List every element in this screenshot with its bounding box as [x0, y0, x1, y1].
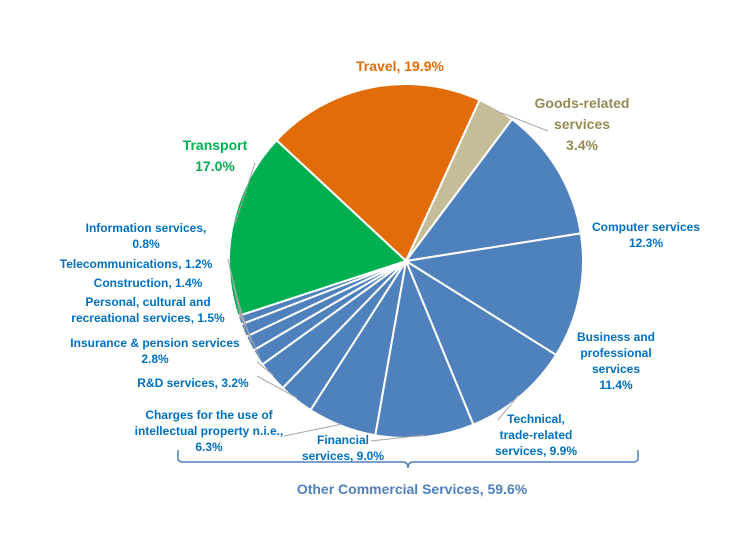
leader-r-d-services	[256, 375, 298, 399]
leader-technical-trade-related-services	[497, 394, 520, 421]
label-transport: Transport 17.0%	[183, 137, 248, 174]
label-goods-related-services: Goods-related services 3.4%	[535, 95, 630, 153]
group-label: Other Commercial Services, 59.6%	[297, 481, 528, 497]
label-business-and-professional-services: Business and professional services 11.4%	[577, 330, 655, 392]
group-brace	[177, 450, 639, 469]
slice-transport	[228, 138, 408, 318]
slice-labels: Travel, 19.9% Goods-related services 3.4% Co…	[60, 58, 701, 463]
leader-transport	[234, 162, 256, 224]
leader-insurance-pension-services	[256, 361, 274, 376]
label-r-d-services: R&D services, 3.2%	[137, 376, 249, 390]
label-computer-services: Computer services 12.3%	[592, 220, 700, 250]
label-charges-for-the-use-of-intellectual-property-n-i-e: Charges for the use of intellectual prope…	[135, 408, 284, 454]
slice-business-and-professional-services	[403, 232, 584, 357]
slice-technical-trade-related-services	[403, 258, 558, 426]
leader-financial-services	[370, 434, 425, 442]
slice-travel	[275, 83, 481, 263]
label-personal-cultural-and-recreational-services: Personal, cultural and recreational servi…	[71, 295, 225, 325]
leader-charges-for-the-use-of-intellectual-property-n-i-e	[283, 423, 343, 437]
label-insurance-pension-services: Insurance & pension services 2.8%	[70, 336, 240, 366]
label-telecommunications: Telecommunications, 1.2%	[60, 257, 213, 271]
leader-lines	[227, 110, 549, 442]
label-construction: Construction, 1.4%	[94, 276, 203, 290]
leader-information-services	[227, 258, 242, 320]
slice-financial-services	[374, 257, 475, 439]
pie-slices	[228, 83, 584, 439]
slice-computer-services	[403, 117, 582, 263]
label-information-services: Information services, 0.8%	[86, 221, 207, 251]
label-technical-trade-related-services: Technical, trade-related services, 9.9%	[495, 412, 577, 458]
leader-goods-related-services	[495, 110, 549, 132]
label-financial-services: Financial services, 9.0%	[302, 433, 384, 463]
label-travel: Travel, 19.9%	[356, 58, 445, 74]
